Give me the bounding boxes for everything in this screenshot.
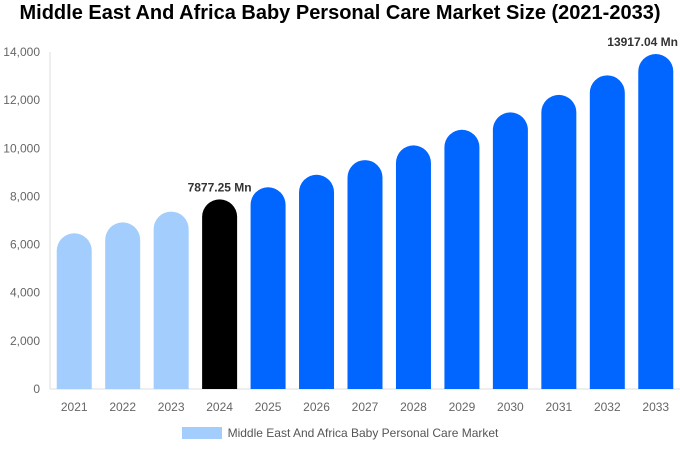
x-tick-label: 2029 <box>449 400 476 414</box>
y-tick-label: 2,000 <box>10 334 40 348</box>
bar-2021 <box>56 233 92 389</box>
legend-swatch <box>181 427 222 439</box>
x-tick-label: 2025 <box>255 400 282 414</box>
x-tick-label: 2022 <box>109 400 136 414</box>
x-tick-label: 2033 <box>642 400 669 414</box>
bar-2024 <box>202 199 238 389</box>
x-tick-label: 2021 <box>61 400 88 414</box>
bar-2029 <box>444 129 480 389</box>
y-tick-label: 10,000 <box>3 141 40 155</box>
x-tick-label: 2026 <box>303 400 330 414</box>
y-tick-label: 8,000 <box>10 189 40 203</box>
legend-label: Middle East And Africa Baby Personal Car… <box>227 426 499 440</box>
x-tick-label: 2023 <box>158 400 185 414</box>
bar-2026 <box>299 174 335 389</box>
x-tick-label: 2031 <box>545 400 572 414</box>
chart-title: Middle East And Africa Baby Personal Car… <box>19 2 661 24</box>
bar-2032 <box>589 75 625 389</box>
y-tick-label: 12,000 <box>3 93 40 107</box>
bar-2028 <box>395 145 431 389</box>
y-tick-label: 0 <box>33 382 40 396</box>
bar-2033 <box>638 53 674 390</box>
bar-2031 <box>541 94 577 390</box>
x-tick-label: 2027 <box>352 400 379 414</box>
bar-2025 <box>250 187 286 389</box>
bar-2022 <box>105 222 141 389</box>
x-tick-label: 2024 <box>206 400 233 414</box>
data-label: 7877.25 Mn <box>188 180 252 194</box>
data-label: 13917.04 Mn <box>607 35 678 49</box>
legend: Middle East And Africa Baby Personal Car… <box>0 426 680 440</box>
x-tick-label: 2032 <box>594 400 621 414</box>
y-tick-label: 4,000 <box>10 286 40 300</box>
bar-2030 <box>492 112 528 390</box>
x-tick-label: 2030 <box>497 400 524 414</box>
x-tick-label: 2028 <box>400 400 427 414</box>
bar-2023 <box>153 211 189 389</box>
y-tick-label: 14,000 <box>3 45 40 59</box>
y-tick-label: 6,000 <box>10 238 40 252</box>
bar-2027 <box>347 160 383 389</box>
